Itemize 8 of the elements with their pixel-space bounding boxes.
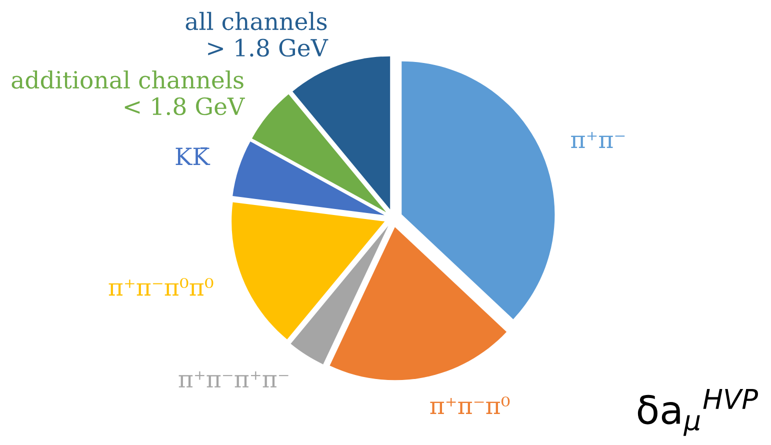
- slice-label: additional channels < 1.8 GeV: [12, 70, 245, 116]
- slice-label: π⁺π⁻: [571, 132, 625, 148]
- text: δa$_{μ}$$^{HVP}$: [638, 389, 758, 436]
- slice-label: π⁺π⁻π⁺π⁻: [178, 371, 288, 388]
- slice-label: π⁺π⁻π⁰: [430, 396, 510, 414]
- slice-label: KK̄: [176, 147, 210, 165]
- slice-label: all channels > 1.8 GeV: [186, 12, 328, 57]
- slice-label: π⁺π⁻π⁰π⁰: [108, 278, 214, 296]
